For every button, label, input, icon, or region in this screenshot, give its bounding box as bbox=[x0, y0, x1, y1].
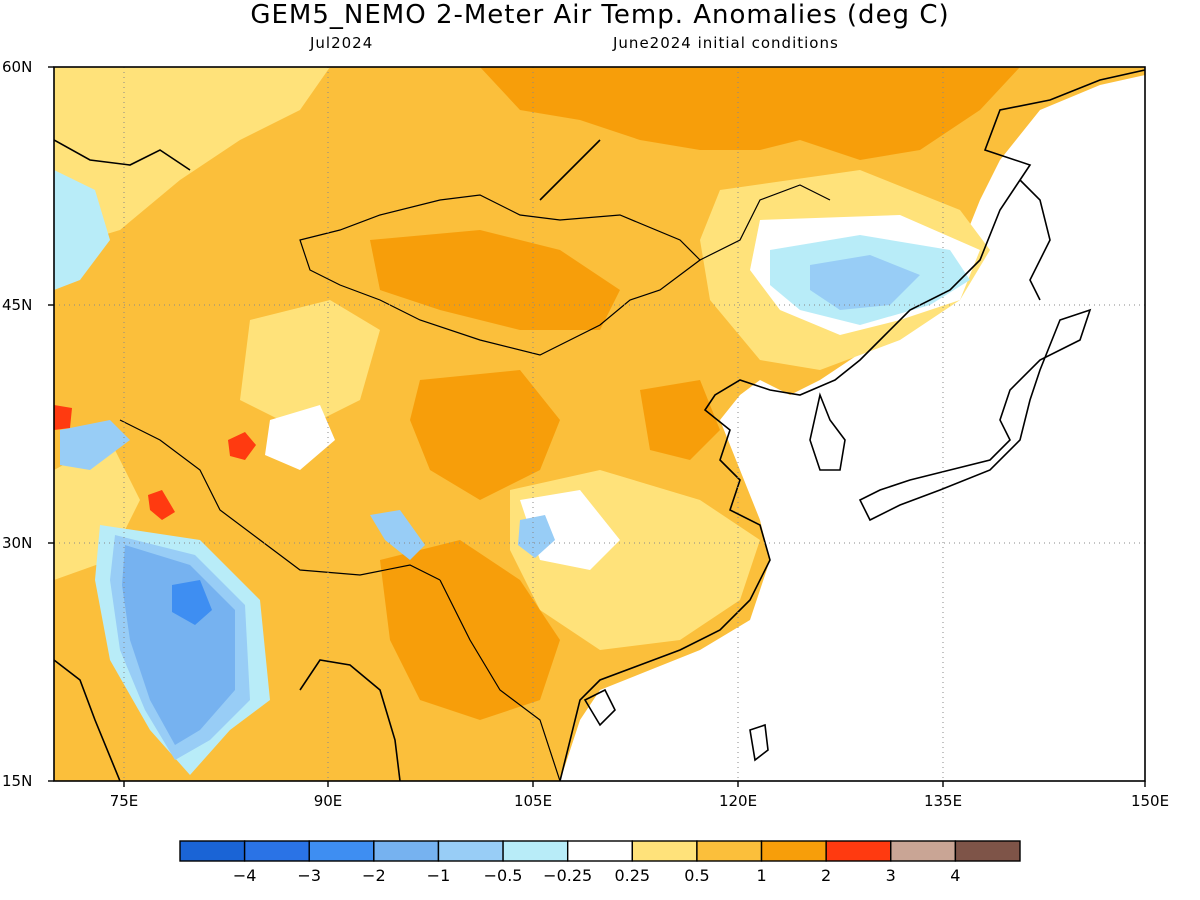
cool-tibet-east bbox=[370, 510, 425, 560]
map-title: GEM5_NEMO 2-Meter Air Temp. Anomalies (d… bbox=[250, 0, 950, 30]
lat-label-30n: 30N bbox=[2, 534, 33, 552]
lon-label-150e: 150E bbox=[1130, 792, 1170, 810]
pale-yellow-central bbox=[240, 300, 380, 430]
coastlines bbox=[54, 69, 1145, 781]
cool-india-dark bbox=[122, 545, 235, 745]
colorbar-swatch bbox=[890, 840, 957, 862]
cool-northeast-mid bbox=[810, 255, 920, 310]
colorbar bbox=[179, 840, 1021, 862]
lat-label-15n: 15N bbox=[2, 772, 33, 790]
colorbar-swatch bbox=[566, 840, 634, 862]
colorbar-label: −4 bbox=[232, 866, 257, 885]
colorbar-label: 0.25 bbox=[614, 866, 651, 885]
colorbar-swatch bbox=[373, 840, 440, 862]
lon-label-120e: 120E bbox=[718, 792, 758, 810]
colorbar-swatch bbox=[179, 840, 246, 862]
colorbar-swatch bbox=[437, 840, 504, 862]
colorbar-swatch bbox=[631, 840, 698, 862]
cool-south-china bbox=[518, 515, 555, 558]
orange-mongolia bbox=[370, 230, 620, 330]
near-normal-south bbox=[520, 490, 620, 570]
orange-north bbox=[480, 67, 1020, 160]
colorbar-label: −3 bbox=[297, 866, 322, 885]
colorbar-label: 2 bbox=[821, 866, 832, 885]
cool-india-core bbox=[172, 580, 212, 625]
colorbar-label: −1 bbox=[426, 866, 451, 885]
colorbar-label: 0.5 bbox=[684, 866, 710, 885]
anomaly-field bbox=[54, 67, 1145, 781]
colorbar-label: −0.25 bbox=[543, 866, 593, 885]
hot-spot-west bbox=[54, 405, 72, 430]
hot-spot-himalaya bbox=[148, 490, 175, 520]
orange-east bbox=[640, 380, 720, 460]
colorbar-swatch bbox=[243, 840, 310, 862]
cool-karakoram bbox=[60, 420, 130, 470]
colorbar-swatch bbox=[825, 840, 892, 862]
hot-spot-tibet bbox=[228, 432, 256, 460]
pale-yellow-west bbox=[54, 440, 140, 580]
colorbar-swatch bbox=[502, 840, 569, 862]
lon-label-90e: 90E bbox=[313, 792, 343, 810]
forecast-month: Jul2024 bbox=[310, 34, 374, 52]
lon-label-135e: 135E bbox=[923, 792, 963, 810]
colorbar-label: 4 bbox=[950, 866, 961, 885]
colorbar-swatch bbox=[308, 840, 375, 862]
map-frame bbox=[53, 66, 1146, 782]
cool-west-edge bbox=[54, 170, 110, 290]
pale-yellow-north bbox=[54, 67, 330, 250]
initial-conditions-label: June2024 initial conditions bbox=[613, 34, 839, 52]
near-normal-tibet bbox=[265, 405, 335, 470]
graticule bbox=[54, 67, 1145, 781]
colorbar-label: 3 bbox=[885, 866, 896, 885]
orange-central bbox=[410, 370, 560, 500]
colorbar-swatch bbox=[696, 840, 763, 862]
colorbar-label: −2 bbox=[362, 866, 386, 885]
lat-label-45n: 45N bbox=[2, 296, 33, 314]
colorbar-swatch bbox=[760, 840, 827, 862]
lon-label-105e: 105E bbox=[513, 792, 553, 810]
country-borders bbox=[119, 184, 831, 781]
colorbar-label: −0.5 bbox=[483, 866, 523, 885]
orange-southwest bbox=[380, 540, 560, 720]
axis-ticks bbox=[48, 66, 1146, 787]
colorbar-swatch bbox=[954, 840, 1021, 862]
lat-label-60n: 60N bbox=[2, 58, 33, 76]
lon-label-75e: 75E bbox=[109, 792, 139, 810]
colorbar-label: 1 bbox=[756, 866, 767, 885]
